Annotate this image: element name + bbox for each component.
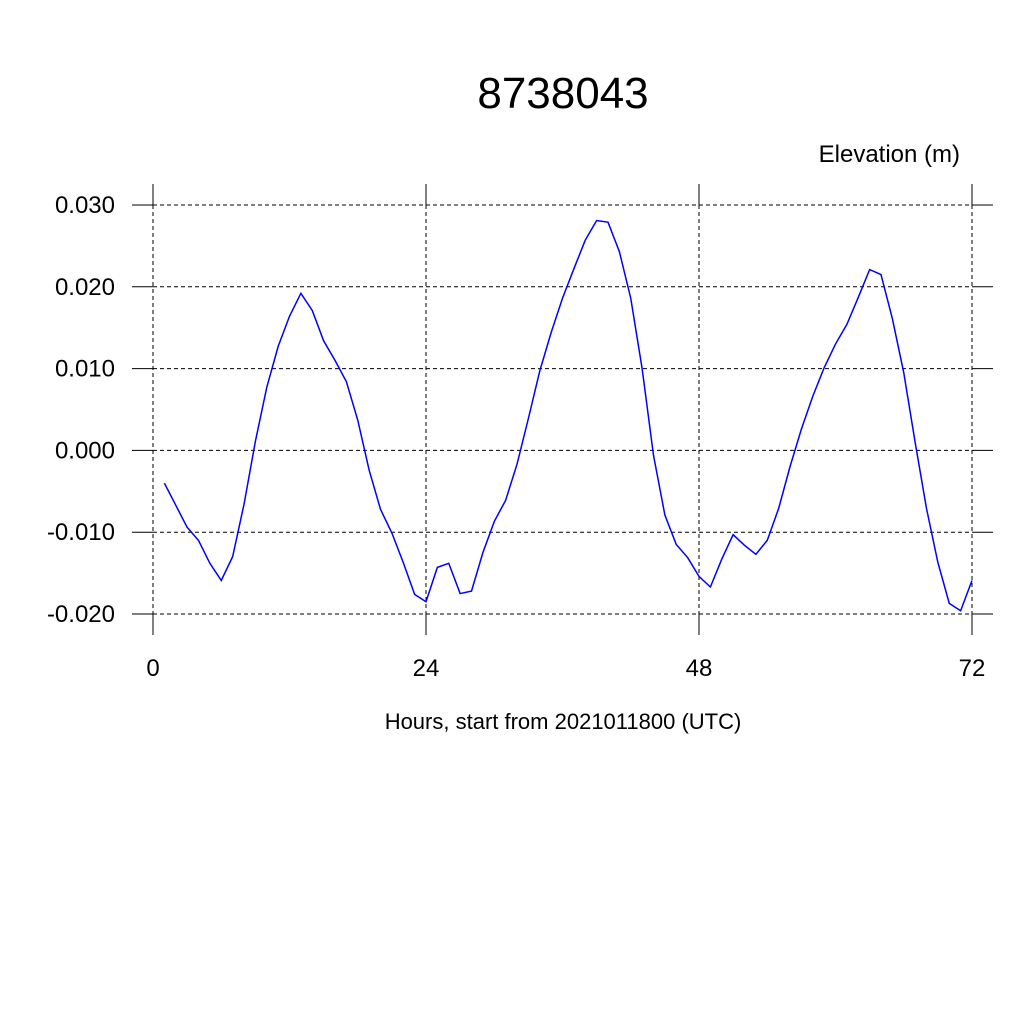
x-tick-label: 24 <box>413 655 440 682</box>
chart-title: 8738043 <box>477 69 648 118</box>
x-tick-label: 48 <box>686 655 713 682</box>
x-tick-label: 0 <box>146 655 159 682</box>
y-tick-label: 0.030 <box>55 192 115 219</box>
y-tick-label: 0.000 <box>55 437 115 464</box>
x-axis-label: Hours, start from 2021011800 (UTC) <box>385 709 742 734</box>
y-axis-label: Elevation (m) <box>819 141 960 168</box>
y-tick-label: -0.010 <box>47 519 115 546</box>
data-line <box>163 219 973 612</box>
y-tick-label: 0.020 <box>55 274 115 301</box>
y-tick-label: -0.020 <box>47 601 115 628</box>
x-tick-label: 72 <box>959 655 986 682</box>
y-tick-label: 0.010 <box>55 356 115 383</box>
